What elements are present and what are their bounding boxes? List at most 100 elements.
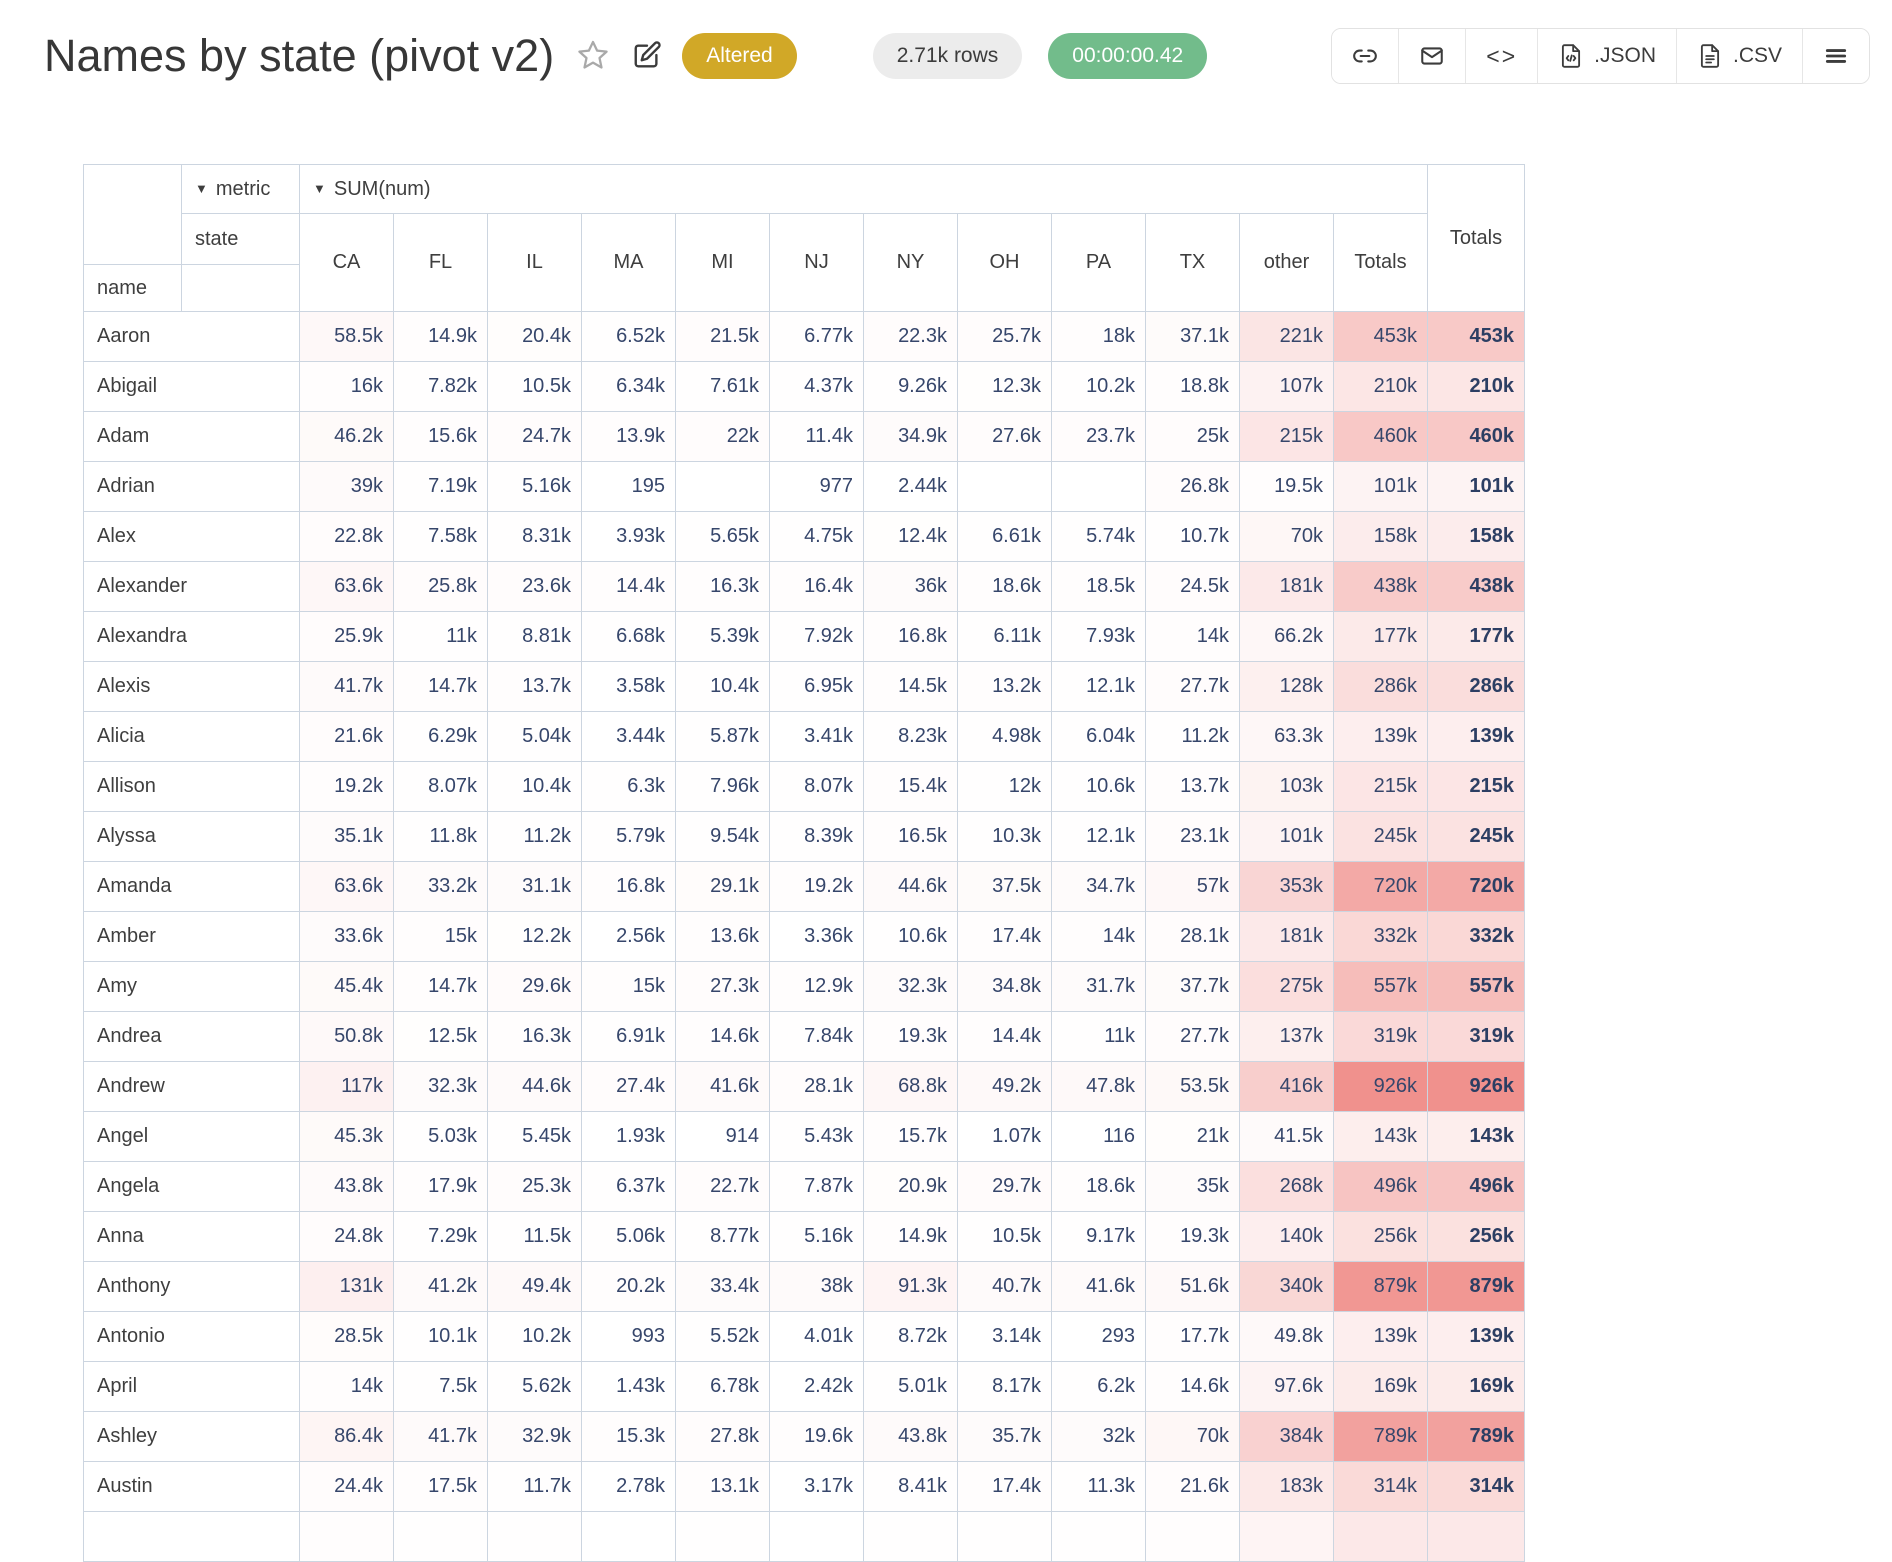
- value-cell: 13.7k: [1145, 761, 1240, 812]
- column-header-tx: TX: [1145, 213, 1240, 312]
- value-cell: 24.4k: [299, 1461, 394, 1512]
- name-axis-label[interactable]: name: [83, 264, 182, 312]
- value-cell: 8.31k: [487, 511, 582, 562]
- table-row: Amy 45.4k 14.7k 29.6k 15k 27.3k 12.9k 32.3k 34.…: [83, 961, 1525, 1012]
- value-cell: [487, 1511, 582, 1562]
- value-cell: 35k: [1145, 1161, 1240, 1212]
- value-cell: 10.4k: [487, 761, 582, 812]
- value-cell: 86.4k: [299, 1411, 394, 1462]
- value-cell: 10.2k: [1051, 361, 1146, 412]
- row-label: Anthony: [83, 1261, 300, 1312]
- value-cell: 9.17k: [1051, 1211, 1146, 1262]
- value-cell: 13.7k: [487, 661, 582, 712]
- value-cell: 131k: [299, 1261, 394, 1312]
- value-cell: 49.2k: [957, 1061, 1052, 1112]
- row-label: Amy: [83, 961, 300, 1012]
- row-grand-total-cell: 256k: [1427, 1211, 1525, 1262]
- value-cell: 8.07k: [393, 761, 488, 812]
- value-cell: 27.4k: [581, 1061, 676, 1112]
- value-cell: 18.8k: [1145, 361, 1240, 412]
- row-label: Ashley: [83, 1411, 300, 1462]
- copy-link-button[interactable]: [1332, 29, 1399, 83]
- value-cell: 332k: [1333, 911, 1428, 962]
- value-cell: 2.44k: [863, 461, 958, 512]
- value-cell: 15k: [581, 961, 676, 1012]
- value-cell: 2.56k: [581, 911, 676, 962]
- table-row: Alexis 41.7k 14.7k 13.7k 3.58k 10.4k 6.95k 14.…: [83, 661, 1525, 712]
- value-cell: 2.78k: [581, 1461, 676, 1512]
- value-cell: 12.9k: [769, 961, 864, 1012]
- value-cell: 5.87k: [675, 711, 770, 762]
- favorite-star-button[interactable]: [576, 38, 610, 75]
- value-cell: 25.9k: [299, 611, 394, 662]
- hamburger-menu-icon: [1823, 43, 1849, 69]
- value-cell: 3.41k: [769, 711, 864, 762]
- value-cell: 25k: [1145, 411, 1240, 462]
- value-cell: 24.5k: [1145, 561, 1240, 612]
- embed-code-button[interactable]: <>: [1465, 29, 1538, 83]
- row-grand-total-cell: 143k: [1427, 1111, 1525, 1162]
- row-grand-total-cell: 496k: [1427, 1161, 1525, 1212]
- value-cell: 40.7k: [957, 1261, 1052, 1312]
- value-cell: 1.93k: [581, 1111, 676, 1162]
- value-cell: 37.7k: [1145, 961, 1240, 1012]
- value-cell: 66.2k: [1239, 611, 1334, 662]
- altered-badge[interactable]: Altered: [682, 33, 797, 79]
- value-cell: 7.5k: [393, 1361, 488, 1412]
- value-cell: 5.43k: [769, 1111, 864, 1162]
- value-cell: 6.91k: [581, 1011, 676, 1062]
- value-cell: 5.79k: [581, 811, 676, 862]
- value-cell: 27.7k: [1145, 1011, 1240, 1062]
- value-cell: 19.2k: [769, 861, 864, 912]
- value-cell: 63.6k: [299, 561, 394, 612]
- edit-title-button[interactable]: [632, 40, 662, 73]
- value-cell: 137k: [1239, 1011, 1334, 1062]
- value-cell: 45.3k: [299, 1111, 394, 1162]
- row-label: Alyssa: [83, 811, 300, 862]
- value-cell: 4.75k: [769, 511, 864, 562]
- email-share-button[interactable]: [1398, 29, 1466, 83]
- value-cell: 24.7k: [487, 411, 582, 462]
- value-cell: 70k: [1145, 1411, 1240, 1462]
- value-cell: 14.4k: [581, 561, 676, 612]
- page-title: Names by state (pivot v2): [44, 30, 555, 81]
- value-cell: 21.6k: [299, 711, 394, 762]
- value-cell: 14.6k: [675, 1011, 770, 1062]
- value-cell: 25.3k: [487, 1161, 582, 1212]
- download-json-button[interactable]: .JSON: [1537, 29, 1676, 83]
- value-cell: 33.2k: [393, 861, 488, 912]
- value-cell: 29.6k: [487, 961, 582, 1012]
- metric-value-dropdown[interactable]: ▼ SUM(num): [299, 164, 1428, 214]
- value-cell: 7.58k: [393, 511, 488, 562]
- value-cell: 353k: [1239, 861, 1334, 912]
- more-options-button[interactable]: [1802, 29, 1869, 83]
- row-label: Amber: [83, 911, 300, 962]
- value-cell: 7.92k: [769, 611, 864, 662]
- table-row: Amber 33.6k 15k 12.2k 2.56k 13.6k 3.36k 10.6k 1…: [83, 911, 1525, 962]
- row-label: Alexander: [83, 561, 300, 612]
- value-cell: 10.3k: [957, 811, 1052, 862]
- table-row: Angel 45.3k 5.03k 5.45k 1.93k 914 5.43k 15.7k 1…: [83, 1111, 1525, 1162]
- download-csv-button[interactable]: .CSV: [1675, 29, 1802, 83]
- value-cell: 7.82k: [393, 361, 488, 412]
- metric-axis-dropdown[interactable]: ▼ metric: [181, 164, 300, 214]
- page-header: Names by state (pivot v2) Altered 2.71k …: [0, 0, 1892, 86]
- value-cell: 5.06k: [581, 1211, 676, 1262]
- value-cell: 210k: [1333, 361, 1428, 412]
- value-cell: 103k: [1239, 761, 1334, 812]
- value-cell: 70k: [1239, 511, 1334, 562]
- row-grand-total-cell: 210k: [1427, 361, 1525, 412]
- value-cell: 9.54k: [675, 811, 770, 862]
- value-cell: 15.4k: [863, 761, 958, 812]
- value-cell: 11k: [393, 611, 488, 662]
- value-cell: 16.5k: [863, 811, 958, 862]
- state-axis-label[interactable]: state: [181, 213, 300, 265]
- value-cell: 8.17k: [957, 1361, 1052, 1412]
- value-cell: 23.7k: [1051, 411, 1146, 462]
- json-button-label: .JSON: [1594, 44, 1656, 67]
- row-label: Angel: [83, 1111, 300, 1162]
- value-cell: 139k: [1333, 1311, 1428, 1362]
- edit-pencil-icon: [632, 40, 662, 73]
- value-cell: 4.37k: [769, 361, 864, 412]
- table-row: Andrea 50.8k 12.5k 16.3k 6.91k 14.6k 7.84k 19.…: [83, 1011, 1525, 1062]
